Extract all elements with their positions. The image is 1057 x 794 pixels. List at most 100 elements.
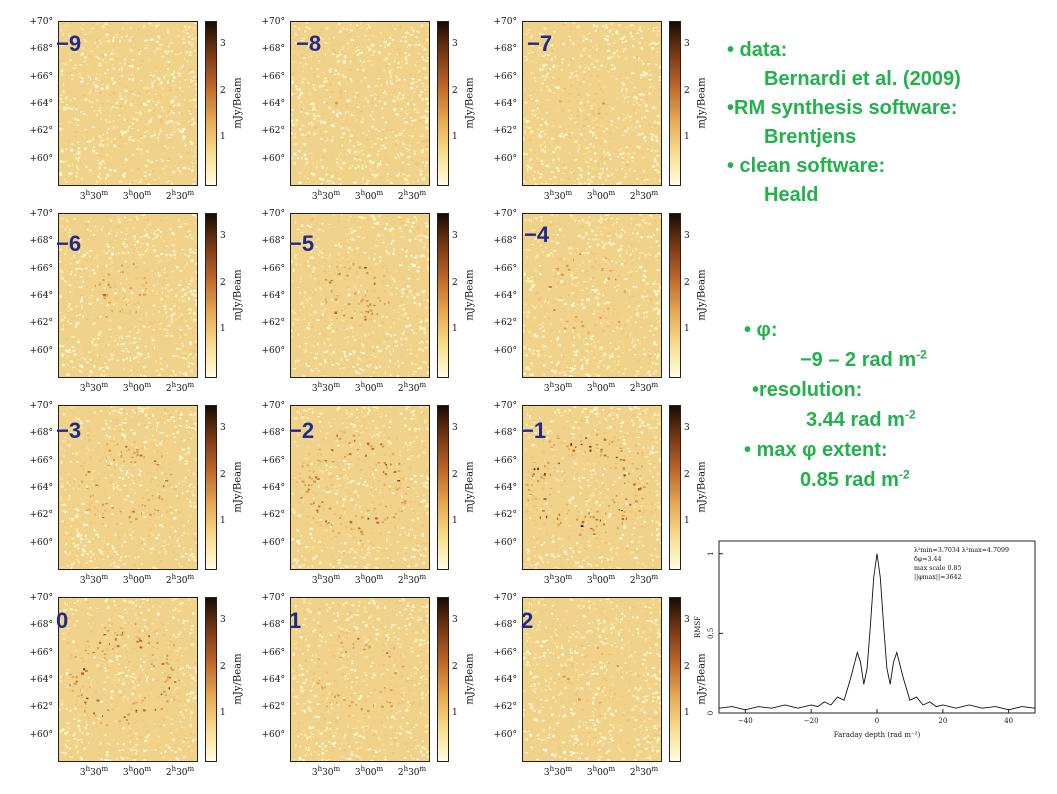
colorbar-tick-label: 3	[452, 423, 458, 434]
dec-tick-label: +62°	[29, 126, 54, 137]
ra-tick-label: 3h30m	[79, 573, 109, 586]
map-panel: +70° +68° +66° +64° +62° +60° 3h30m 3h00m 2h30m 3…	[470, 207, 708, 399]
dec-tick-label: +66°	[261, 455, 286, 466]
x-tick-label: 20	[938, 717, 947, 725]
ra-tick-label: 3h30m	[543, 573, 573, 586]
rmsf-annotation: δφ=3.44	[914, 556, 942, 563]
map-noise-image	[523, 598, 661, 761]
ra-tick-label: 3h30m	[543, 765, 573, 778]
colorbar-tick-label: 3	[684, 615, 690, 626]
map-noise-image	[291, 22, 429, 185]
dec-tick-label: +70°	[29, 593, 54, 603]
colorbar	[205, 405, 217, 570]
map-panel: +70° +68° +66° +64° +62° +60° 3h30m 3h00m 2h30m 3…	[238, 15, 476, 207]
colorbar	[669, 21, 681, 186]
faraday-depth-label: 1	[289, 608, 302, 633]
colorbar-tick-label: 1	[684, 132, 690, 143]
dec-tick-label: +60°	[29, 345, 54, 356]
dec-tick-label: +66°	[493, 455, 518, 466]
dec-tick-label: +64°	[29, 482, 54, 493]
colorbar-tick-label: 1	[452, 132, 458, 143]
colorbar-tick-label: 3	[452, 231, 458, 242]
note-data-label: • data:	[727, 39, 788, 61]
dec-tick-label: +70°	[493, 401, 518, 411]
map-panel: +70° +68° +66° +64° +62° +60° 3h30m 3h00m 2h30m 3…	[238, 207, 476, 399]
colorbar-tick-label: 2	[684, 277, 690, 288]
dec-tick-label: +62°	[261, 510, 286, 521]
notes-top: • data: Bernardi et al. (2009) •RM synth…	[727, 36, 961, 210]
dec-tick-label: +68°	[261, 44, 286, 55]
faraday-depth-label: −5	[289, 231, 315, 256]
faraday-depth-label: −9	[56, 31, 82, 56]
dec-tick-label: +64°	[493, 98, 518, 109]
rmsf-annotation: λ²min=3.7034 λ²max=4.7099	[914, 547, 1009, 554]
res-value-exp: -2	[904, 407, 916, 422]
ra-tick-label: 2h30m	[397, 381, 427, 394]
dec-tick-label: +60°	[29, 729, 54, 740]
ra-tick-label: 2h30m	[629, 765, 659, 778]
dec-tick-label: +70°	[493, 209, 518, 219]
dec-tick-label: +66°	[493, 71, 518, 82]
note-phi-value: −9 – 2 rad m-2	[744, 345, 927, 375]
colorbar	[437, 21, 449, 186]
dec-tick-label: +68°	[261, 620, 286, 631]
note-res-label: •resolution:	[752, 379, 863, 401]
colorbar-tick-label: 1	[452, 708, 458, 719]
polarized-intensity-map	[290, 213, 430, 378]
ra-tick-label: 2h30m	[629, 573, 659, 586]
colorbar	[205, 597, 217, 762]
colorbar	[205, 21, 217, 186]
dec-tick-label: +70°	[261, 401, 286, 411]
map-panel: +70° +68° +66° +64° +62° +60° 3h30m 3h00m 2h30m 3…	[6, 591, 244, 783]
dec-tick-label: +70°	[261, 593, 286, 603]
polarized-intensity-map	[522, 21, 662, 186]
ra-tick-label: 3h00m	[354, 765, 384, 778]
colorbar-tick-label: 2	[684, 85, 690, 96]
colorbar-tick-label: 2	[452, 277, 458, 288]
ra-tick-label: 3h00m	[122, 189, 152, 202]
polarized-intensity-map	[58, 597, 198, 762]
faraday-depth-label: 2	[521, 608, 534, 633]
map-noise-image	[292, 598, 429, 761]
note-res-value: 3.44 rad m-2	[744, 405, 927, 435]
dec-tick-label: +64°	[261, 674, 286, 685]
note-ext-value: 0.85 rad m-2	[744, 465, 927, 495]
dec-tick-label: +60°	[493, 153, 518, 164]
dec-tick-label: +60°	[261, 729, 286, 740]
dec-tick-label: +64°	[261, 98, 286, 109]
rmsf-series-line	[718, 553, 1036, 711]
dec-tick-label: +62°	[493, 126, 518, 137]
faraday-depth-label: −3	[56, 418, 82, 443]
map-panel: +70° +68° +66° +64° +62° +60° 3h30m 3h00m 2h30m 3…	[470, 15, 708, 207]
ext-value-exp: -2	[898, 467, 910, 482]
map-panel: +70° +68° +66° +64° +62° +60° 3h30m 3h00m 2h30m 3…	[6, 207, 244, 399]
ra-tick-label: 3h30m	[79, 765, 109, 778]
polarized-intensity-map	[58, 21, 198, 186]
map-noise-image	[59, 598, 197, 761]
note-rm-value: Brentjens	[764, 126, 857, 148]
dec-tick-label: +70°	[261, 209, 286, 219]
dec-tick-label: +66°	[261, 71, 286, 82]
dec-tick-label: +64°	[29, 674, 54, 685]
x-tick-label: −20	[804, 717, 819, 725]
colorbar-tick-label: 1	[220, 708, 226, 719]
dec-tick-label: +62°	[493, 318, 518, 329]
dec-tick-label: +66°	[261, 647, 286, 658]
map-panel: +70° +68° +66° +64° +62° +60° 3h30m 3h00m 2h30m 3…	[6, 399, 244, 591]
dec-tick-label: +68°	[493, 236, 518, 247]
ra-tick-label: 2h30m	[629, 381, 659, 394]
colorbar	[669, 213, 681, 378]
colorbar-tick-label: 1	[220, 516, 226, 527]
ra-tick-label: 2h30m	[165, 765, 195, 778]
dec-tick-label: +66°	[29, 71, 54, 82]
dec-tick-label: +62°	[261, 318, 286, 329]
rmsf-annotations: λ²min=3.7034 λ²max=4.7099 δφ=3.44 max scal…	[914, 547, 1009, 581]
ra-tick-label: 3h00m	[586, 765, 616, 778]
dec-tick-label: +68°	[493, 428, 518, 439]
map-panel: +70° +68° +66° +64° +62° +60° 3h30m 3h00m 2h30m 3…	[6, 15, 244, 207]
polarized-intensity-map	[290, 597, 430, 762]
rmsf-ticks: −40 −20 0 20 40 0 0.5 1	[707, 552, 1013, 725]
res-value-text: 3.44 rad m	[806, 409, 905, 431]
ra-tick-label: 3h00m	[122, 765, 152, 778]
colorbar-tick-label: 2	[220, 469, 226, 480]
